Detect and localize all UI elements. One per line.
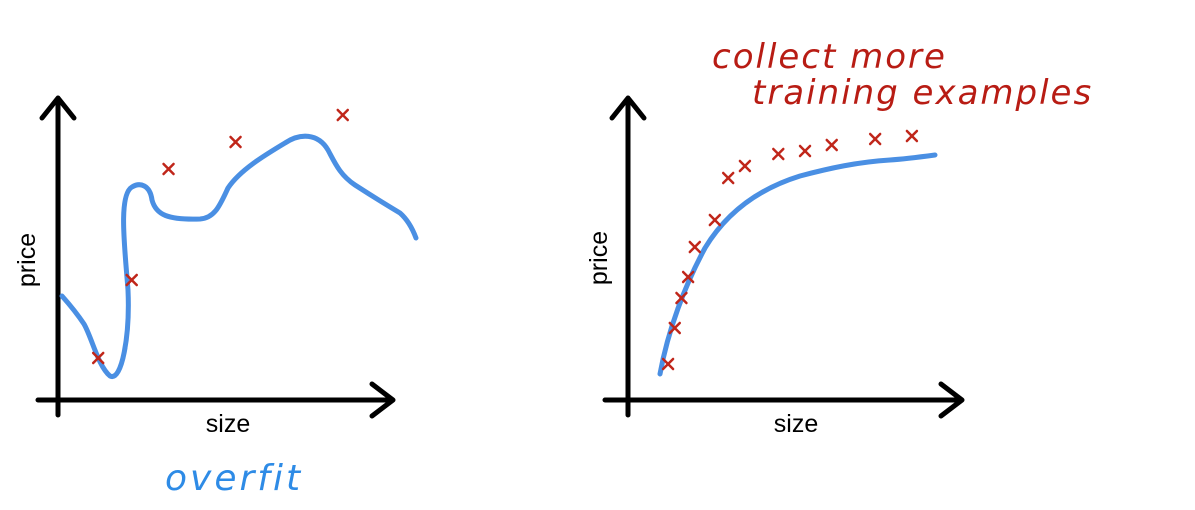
data-point-x-mark	[668, 321, 682, 335]
data-point-x-mark	[675, 291, 688, 305]
x-axis	[602, 381, 965, 419]
overfit-data-points	[91, 108, 349, 365]
overfit-curve	[59, 133, 419, 379]
panel-overfit: price size overfit	[13, 95, 419, 499]
data-point-x-mark	[905, 129, 919, 143]
more-data-caption-line-2: training examples	[752, 73, 1093, 113]
data-point-x-mark	[721, 171, 735, 185]
data-point-x-mark	[825, 138, 838, 152]
data-point-x-mark	[681, 270, 695, 284]
more-data-caption-line-1: collect more	[712, 37, 947, 77]
data-point-x-mark	[125, 273, 138, 287]
data-point-x-mark	[868, 132, 882, 146]
data-point-x-mark	[688, 240, 702, 254]
y-axis-label: price	[13, 233, 41, 287]
y-axis-label: price	[585, 231, 613, 285]
more-data-points	[661, 129, 919, 371]
y-axis	[609, 95, 647, 418]
data-point-x-mark	[772, 147, 785, 161]
data-point-x-mark	[229, 135, 242, 149]
overfit-caption: overfit	[165, 458, 303, 499]
data-point-x-mark	[708, 213, 722, 227]
data-point-x-mark	[798, 144, 812, 158]
data-point-x-mark	[91, 351, 105, 365]
data-point-x-mark	[661, 357, 675, 371]
y-axis	[39, 95, 77, 418]
panel-more-data: price size collect more training example…	[585, 37, 1093, 438]
x-axis-label: size	[774, 410, 818, 438]
data-point-x-mark	[336, 108, 349, 122]
data-point-x-mark	[162, 162, 175, 176]
x-axis	[35, 381, 396, 419]
fit-curve	[657, 152, 938, 377]
data-point-x-mark	[738, 159, 752, 173]
x-axis-label: size	[206, 410, 250, 438]
